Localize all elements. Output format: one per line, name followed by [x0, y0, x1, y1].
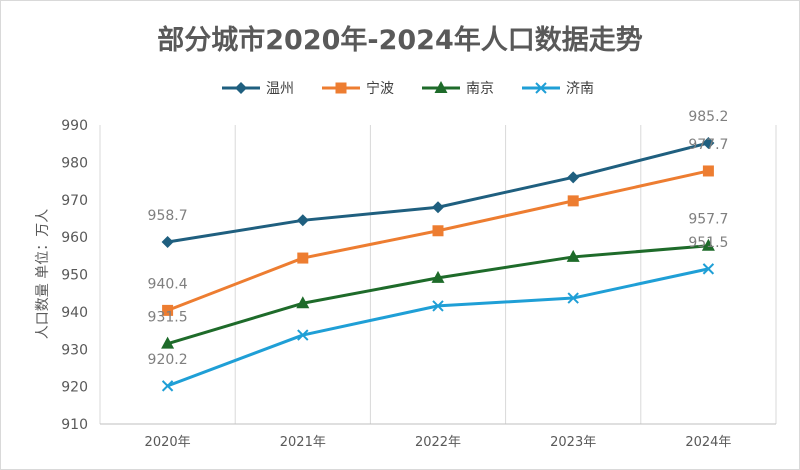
legend-label: 南京	[466, 81, 494, 97]
data-point-diamond	[702, 136, 715, 149]
series-line	[166, 169, 710, 312]
y-tick-label: 960	[61, 230, 88, 246]
data-label: 951.5	[688, 235, 728, 251]
y-tick-label: 990	[61, 118, 88, 134]
legend-item: 宁波	[322, 80, 394, 97]
y-tick-label: 970	[61, 193, 88, 209]
data-point-diamond	[161, 235, 174, 248]
data-label: 931.5	[148, 310, 188, 326]
x-tick-label: 2020年	[145, 435, 191, 450]
series-layer	[161, 136, 715, 392]
legend-item: 温州	[222, 81, 294, 97]
data-point-square	[432, 225, 444, 237]
data-label: 985.2	[688, 109, 728, 125]
x-tick-label: 2022年	[415, 435, 461, 450]
data-label: 977.7	[688, 137, 728, 153]
data-point-x	[161, 380, 174, 392]
x-tick-label: 2021年	[280, 435, 326, 450]
y-tick-label: 910	[61, 417, 88, 433]
legend-item: 南京	[422, 81, 494, 97]
chart-title: 部分城市2020年-2024年人口数据走势	[157, 24, 643, 56]
y-tick-label: 940	[61, 305, 88, 321]
data-point-diamond	[296, 214, 309, 227]
series-温州	[161, 136, 715, 248]
data-point-x	[535, 82, 547, 94]
data-point-square	[702, 165, 714, 177]
y-axis-ticks: 910 920 930 940 950 960 970 980 990	[61, 118, 88, 433]
data-point-square	[335, 82, 347, 94]
data-label: 958.7	[148, 208, 188, 224]
legend-item: 济南	[522, 81, 594, 97]
legend-label: 宁波	[366, 80, 394, 97]
series-宁波	[162, 165, 714, 316]
data-point-triangle	[566, 249, 580, 262]
data-point-triangle	[701, 238, 715, 251]
data-point-square	[567, 195, 579, 207]
data-point-triangle	[434, 81, 448, 93]
y-tick-label: 950	[61, 268, 88, 284]
x-tick-label: 2023年	[550, 435, 596, 450]
data-point-x	[297, 329, 309, 341]
data-point-diamond	[235, 82, 247, 94]
x-axis-ticks: 2020年 2021年 2022年 2023年 2024年	[145, 435, 732, 450]
data-label: 920.2	[148, 352, 188, 368]
data-point-triangle	[296, 296, 310, 309]
y-axis-label: 人口数量 单位：万人	[35, 209, 51, 339]
data-point-x	[702, 263, 715, 275]
data-point-triangle	[431, 270, 445, 283]
data-labels: 958.7 985.2 940.4 977.7 931.5 957.7 920.2 951.5	[148, 109, 729, 368]
data-point-diamond	[432, 201, 444, 214]
series-line	[166, 267, 710, 388]
data-point-x	[432, 300, 444, 312]
data-label: 957.7	[688, 212, 728, 228]
data-point-square	[162, 304, 174, 316]
data-point-triangle	[161, 336, 175, 349]
gridlines	[99, 125, 777, 425]
legend-label: 济南	[566, 81, 594, 97]
x-tick-label: 2024年	[685, 435, 731, 450]
series-济南	[161, 263, 715, 392]
series-line	[166, 244, 710, 346]
data-point-x	[567, 292, 579, 304]
data-point-diamond	[567, 171, 580, 184]
y-tick-label: 920	[61, 380, 88, 396]
y-tick-label: 980	[61, 155, 88, 171]
data-point-square	[297, 252, 309, 264]
series-南京	[161, 238, 715, 349]
data-label: 940.4	[148, 276, 188, 292]
legend-label: 温州	[266, 81, 294, 97]
y-tick-label: 930	[61, 342, 88, 358]
legend: 温州 宁波 南京 济南	[222, 80, 594, 97]
